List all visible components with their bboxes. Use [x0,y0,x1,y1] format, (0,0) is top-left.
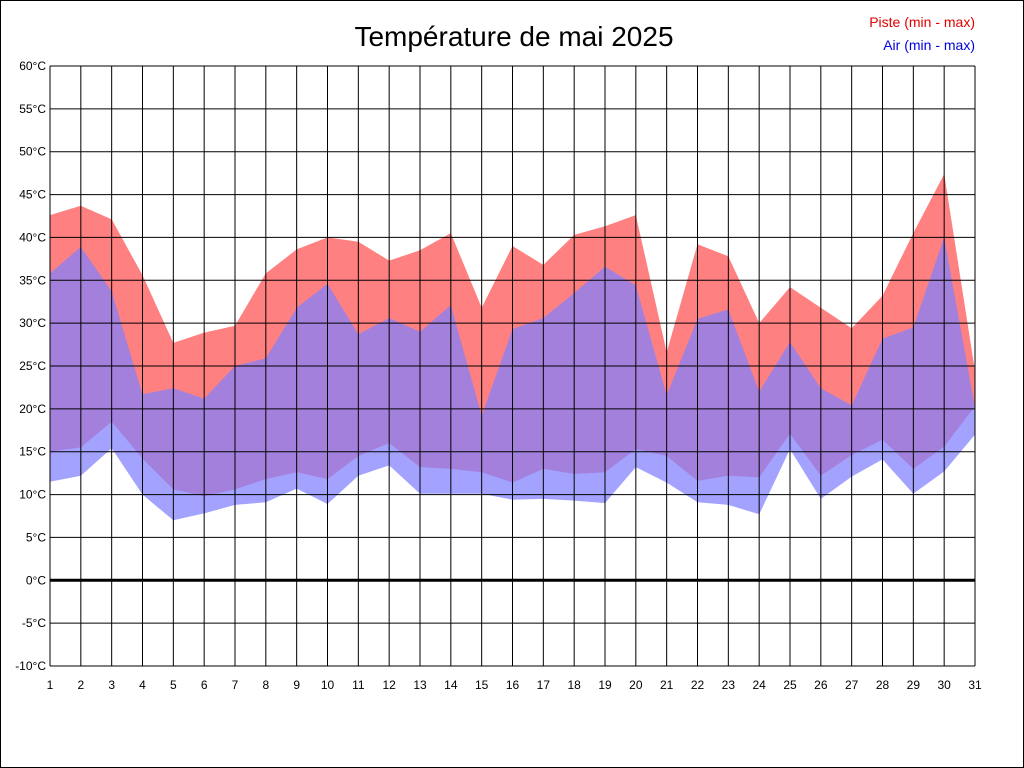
x-tick-label: 7 [232,678,239,692]
x-tick-label: 28 [876,678,890,692]
x-tick-label: 23 [722,678,736,692]
x-axis-ticks: 1 2 3 4 5 6 7 8 9 10 11 12 13 14 15 16 17 18 19 20 21 22 23 24 2… [47,678,982,692]
x-tick-label: 27 [845,678,859,692]
x-tick-label: 25 [783,678,797,692]
y-tick-label: 30°C [19,316,46,330]
x-tick-label: 17 [537,678,551,692]
y-tick-label: 35°C [19,273,46,287]
x-tick-label: 6 [201,678,208,692]
x-tick-label: 12 [382,678,396,692]
x-tick-label: 1 [47,678,54,692]
x-tick-label: 2 [77,678,84,692]
x-tick-label: 24 [752,678,766,692]
x-tick-label: 3 [108,678,115,692]
x-tick-label: 26 [814,678,828,692]
x-tick-label: 8 [262,678,269,692]
y-tick-label: 15°C [19,445,46,459]
y-axis-ticks: 60°C 55°C 50°C 45°C 40°C 35°C 30°C 25°C 20°C 15°C… [15,59,46,673]
x-tick-label: 9 [293,678,300,692]
y-tick-label: -5°C [22,616,46,630]
legend-piste: Piste (min - max) [869,14,975,30]
chart-title: Température de mai 2025 [354,21,673,52]
x-tick-label: 13 [413,678,427,692]
x-tick-label: 11 [352,678,365,692]
y-tick-label: 40°C [19,230,46,244]
y-tick-label: 5°C [26,530,46,544]
y-tick-label: 0°C [26,573,46,587]
x-tick-label: 15 [475,678,489,692]
y-tick-label: -10°C [15,659,46,673]
y-tick-label: 10°C [19,488,46,502]
x-tick-label: 16 [506,678,520,692]
y-tick-label: 20°C [19,402,46,416]
y-tick-label: 50°C [19,145,46,159]
grid-lines [49,65,976,667]
x-tick-label: 22 [691,678,705,692]
x-tick-label: 31 [968,678,982,692]
x-tick-label: 21 [660,678,674,692]
y-tick-label: 60°C [19,59,46,73]
x-tick-label: 20 [629,678,643,692]
x-tick-label: 4 [139,678,146,692]
x-tick-label: 19 [598,678,612,692]
y-tick-label: 45°C [19,188,46,202]
x-tick-label: 5 [170,678,177,692]
legend-air: Air (min - max) [883,37,975,53]
x-tick-label: 18 [567,678,581,692]
x-tick-label: 30 [937,678,951,692]
x-tick-label: 14 [444,678,458,692]
y-tick-label: 55°C [19,102,46,116]
x-tick-label: 10 [321,678,335,692]
x-tick-label: 29 [907,678,921,692]
y-tick-label: 25°C [19,359,46,373]
